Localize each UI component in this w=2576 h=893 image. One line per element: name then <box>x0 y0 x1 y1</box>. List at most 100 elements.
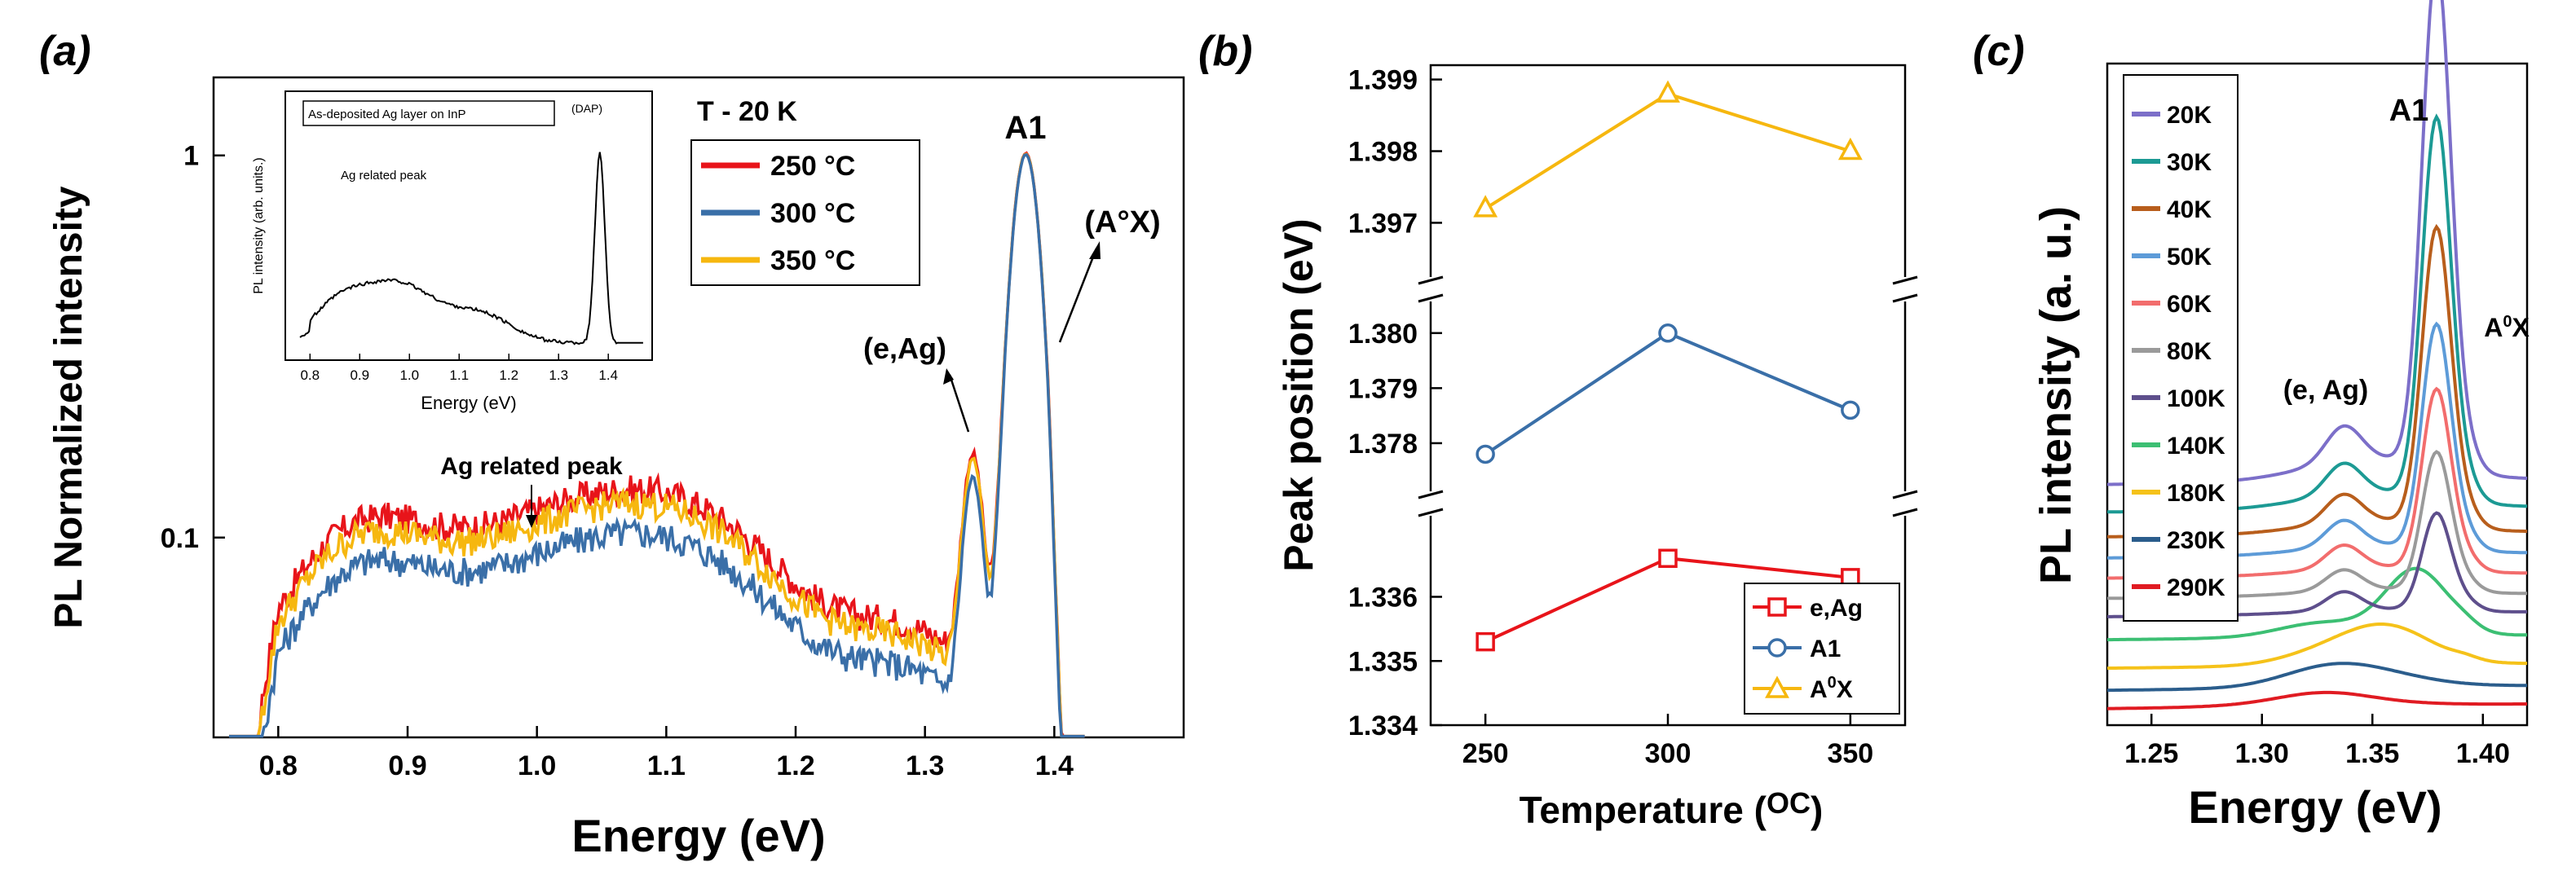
panel-c-legend-label: 230K <box>2167 527 2225 554</box>
panel-b: (b) 1.334 1.335 1.336 1.378 1.379 1.380 1.397 1… <box>1198 28 1918 831</box>
panel-a-x-tick-label: 1.4 <box>1035 750 1074 781</box>
legend-eag-marker <box>1767 597 1787 617</box>
panel-a-legend-title: T - 20 K <box>697 96 797 127</box>
panel-a-curves <box>229 151 1085 738</box>
panel-c-legend-label: 50K <box>2167 244 2212 271</box>
panel-b-series <box>1473 80 1863 652</box>
panel-b-marker <box>1658 548 1678 568</box>
panel-a-ag-peak-arrowhead <box>526 515 537 528</box>
panel-a: (a) 0.8 0.9 1.0 1.1 1.2 1.3 1.4 0.11 Energy (e… <box>39 28 1185 861</box>
panel-c-y-axis-title: PL intensity (a. u.) <box>2031 206 2080 584</box>
panel-c-series-line <box>2106 690 2528 710</box>
panel-b-y-tick-label: 1.334 <box>1348 710 1418 741</box>
inset-y-axis-title: PL intensity (arb. units.) <box>252 157 266 293</box>
panel-a-a1-label: A1 <box>1004 110 1046 146</box>
panel-b-marker <box>1473 195 1498 218</box>
panel-c-x-axis-title: Energy (eV) <box>2188 781 2441 833</box>
panel-label-c: (c) <box>1973 28 2025 75</box>
panel-c-legend-label: 290K <box>2167 574 2225 601</box>
panel-b-series-line <box>1484 92 1851 210</box>
inset-x-tick-label: 0.8 <box>300 367 320 383</box>
panel-b-y-tick-label: 1.336 <box>1348 583 1418 614</box>
inset-x-tick-label: 1.3 <box>549 367 568 383</box>
panel-c-legend-items: 20K 30K 40K 50K 60K 80K 100K 140K 180K 230K 290K <box>2132 102 2225 601</box>
panel-a-aox-arrowhead <box>1089 241 1101 259</box>
panel-c-x-tick-label: 1.25 <box>2124 738 2178 769</box>
panel-c-series-line <box>2107 566 2527 642</box>
legend-aox-marker <box>1765 675 1789 698</box>
panel-b-y-tick-label: 1.399 <box>1348 65 1418 96</box>
inset-frame <box>285 90 653 361</box>
panel-b-x-tick-label: 350 <box>1827 738 1873 769</box>
panel-b-x-tick-label: 300 <box>1645 738 1692 769</box>
panel-b-marker <box>1475 631 1495 652</box>
panel-b-axis-break-upper <box>1418 275 1918 303</box>
panel-a-y-tick-label: 0.1 <box>161 523 199 554</box>
panel-c-x-tick-label: 1.35 <box>2345 738 2399 769</box>
panel-b-marker <box>1837 137 1863 161</box>
panel-b-x-ticks: 250 300 350 <box>1462 714 1873 769</box>
panel-c-legend-label: 30K <box>2167 149 2212 176</box>
panel-c-x-tick-label: 1.30 <box>2235 738 2289 769</box>
panel-c-series-line <box>2106 622 2527 671</box>
inset-x-tick-label: 1.2 <box>499 367 518 383</box>
panel-c-legend-label: 40K <box>2167 196 2212 223</box>
legend-a1-label: A1 <box>1810 636 1841 662</box>
panel-a-x-tick-label: 1.1 <box>647 750 686 781</box>
legend-a1-marker <box>1767 638 1787 658</box>
inset-x-axis-title: Energy (eV) <box>421 393 516 413</box>
panel-b-y-tick-label: 1.335 <box>1348 646 1418 677</box>
inset-x-tick-label: 1.4 <box>598 367 618 383</box>
panel-a-series-line <box>229 152 1085 738</box>
panel-b-y-tick-label: 1.379 <box>1348 373 1418 404</box>
panel-b-marker <box>1841 400 1860 420</box>
panel-b-axis-break-lower <box>1418 490 1918 517</box>
panel-c-legend-label: 140K <box>2167 433 2225 460</box>
panel-label-a: (a) <box>39 28 91 75</box>
legend-label-250: 250 °C <box>770 151 855 182</box>
inset-dap-label: (DAP) <box>571 102 602 115</box>
panel-a-x-tick-label: 1.2 <box>776 750 814 781</box>
legend-label-300: 300 °C <box>770 198 855 229</box>
panel-c-legend-label: 180K <box>2167 480 2225 507</box>
x-title-unit: OC <box>1767 786 1811 820</box>
panel-c-plot-frame <box>2106 62 2529 727</box>
panel-c-eag-label: (e, Ag) <box>2283 375 2369 406</box>
panel-a-x-tick-label: 1.0 <box>518 750 556 781</box>
inset-title-box <box>302 100 555 126</box>
panel-b-y-tick-label: 1.378 <box>1348 429 1418 460</box>
panel-b-y-tick-label: 1.397 <box>1348 208 1418 239</box>
panel-a-x-ticks: 0.8 0.9 1.0 1.1 1.2 1.3 1.4 <box>259 726 1074 781</box>
panel-b-y-ticks: 1.334 1.335 1.336 1.378 1.379 1.380 1.397 1.398… <box>1348 65 1442 741</box>
x-title-prefix: Temperature ( <box>1520 789 1767 831</box>
panel-a-y-tick-label: 1 <box>183 141 199 172</box>
panel-a-inset: As-deposited Ag layer on InP Ag related … <box>252 90 653 413</box>
panel-a-aox-arrow <box>1058 248 1098 343</box>
panel-b-x-axis-title: Temperature (OC) <box>1520 786 1824 831</box>
panel-a-eag-label: (e,Ag) <box>863 332 946 365</box>
panel-a-eag-arrowhead <box>943 368 954 385</box>
panel-a-series-line <box>229 151 1085 738</box>
inset-title: As-deposited Ag layer on InP <box>308 108 465 121</box>
panel-a-y-axis-title: PL Normalized intensity <box>47 186 90 629</box>
panel-label-b: (b) <box>1198 28 1252 75</box>
panel-a-y-ticks: 0.11 <box>161 141 225 554</box>
panel-c-series-line <box>2107 662 2527 693</box>
panel-a-aox-label: (A°X) <box>1084 205 1160 240</box>
panel-c-x-tick-label: 1.40 <box>2456 738 2510 769</box>
panel-a-series-line <box>229 152 1085 738</box>
panel-b-marker <box>1658 323 1678 343</box>
panel-b-series-line <box>1484 331 1851 456</box>
panel-b-y-axis-title: Peak position (eV) <box>1276 218 1321 571</box>
panel-b-y-tick-label: 1.380 <box>1348 319 1418 350</box>
inset-x-tick-label: 1.1 <box>449 367 469 383</box>
panel-c-legend-label: 80K <box>2167 338 2212 365</box>
legend-aox-label: A0X <box>1810 674 1853 703</box>
panel-a-plot-frame <box>212 76 1185 739</box>
panel-b-marker <box>1475 444 1495 464</box>
panel-c-legend-label: 100K <box>2167 385 2225 412</box>
panel-a-x-axis-title: Energy (eV) <box>571 810 825 861</box>
panel-b-marker <box>1656 80 1680 103</box>
panel-b-x-tick-label: 250 <box>1462 738 1509 769</box>
